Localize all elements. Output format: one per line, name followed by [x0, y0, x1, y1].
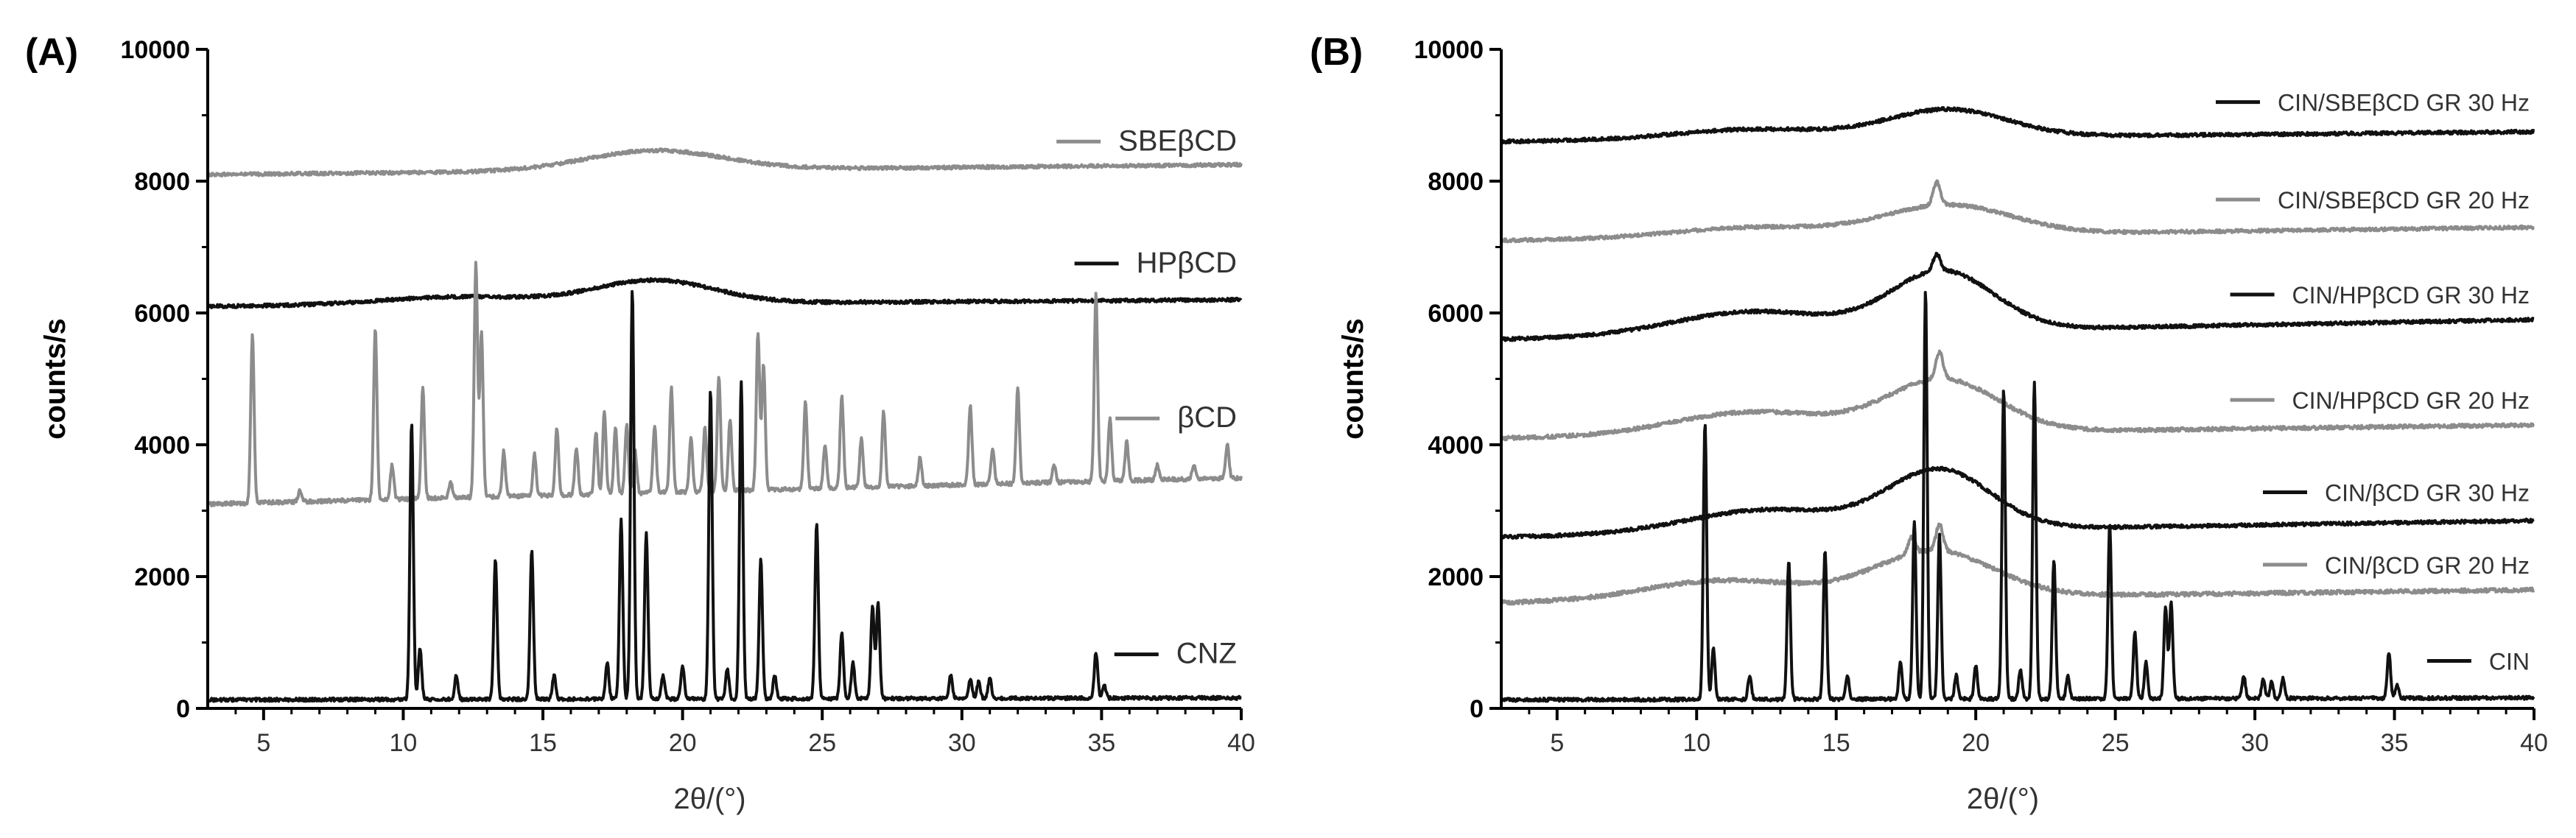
x-tick-label: 10 [390, 729, 418, 757]
series-line-cnz [206, 289, 1243, 703]
y-tick-label: 0 [176, 695, 190, 723]
y-tick-label: 10000 [1414, 36, 1484, 64]
series-line-cin-sbebetacd-gr-30-hz [1500, 106, 2535, 145]
x-tick-label: 15 [1822, 729, 1850, 757]
legend-label-cin-betacd-gr-30-hz: CIN/βCD GR 30 Hz [2325, 479, 2530, 506]
legend-label-cin-hpbetacd-gr-20-hz: CIN/HPβCD GR 20 Hz [2292, 387, 2530, 414]
x-tick-label: 15 [529, 729, 557, 757]
y-tick-label: 8000 [134, 168, 190, 196]
x-tick-label: 35 [2381, 729, 2409, 757]
series-line-cin [1500, 291, 2535, 703]
y-tick-label: 10000 [120, 36, 190, 64]
panel-label: (B) [1310, 31, 1363, 74]
x-axis-title: 2θ/(°) [673, 783, 745, 815]
legend-label-cin-hpbetacd-gr-30-hz: CIN/HPβCD GR 30 Hz [2292, 282, 2530, 309]
x-tick-label: 20 [669, 729, 697, 757]
y-tick-label: 2000 [1428, 563, 1484, 591]
series-line-betacd [206, 261, 1243, 507]
y-tick-label: 8000 [1428, 168, 1484, 196]
x-tick-label: 25 [808, 729, 836, 757]
panel-label: (A) [25, 31, 78, 74]
series-line-cin-betacd-gr-30-hz [1500, 465, 2535, 541]
panel-b: (B) 0 2000 4000 6000 8000 10000 5 10 15 20 25 30 35 40… [1310, 31, 2548, 815]
series-line-cin-hpbetacd-gr-30-hz [1500, 251, 2535, 342]
series-line-sbebetacd [206, 147, 1243, 178]
x-tick-label: 10 [1682, 729, 1710, 757]
legend-label-cin-betacd-gr-20-hz: CIN/βCD GR 20 Hz [2325, 552, 2530, 579]
series-line-hpbetacd [206, 277, 1243, 309]
x-tick-label: 30 [2241, 729, 2269, 757]
legend-label-hpbetacd: HPβCD [1137, 247, 1237, 279]
x-axis-title: 2θ/(°) [1967, 783, 2039, 815]
y-axis-title: counts/s [1337, 318, 1369, 439]
y-tick-label: 6000 [134, 300, 190, 328]
x-tick-label: 5 [256, 729, 270, 757]
x-tick-label: 35 [1087, 729, 1115, 757]
x-tick-label: 40 [2520, 729, 2548, 757]
legend-label-cin-sbebetacd-gr-30-hz: CIN/SBEβCD GR 30 Hz [2278, 90, 2530, 116]
y-axis-title: counts/s [39, 318, 71, 439]
legend-label-sbebetacd: SBEβCD [1118, 124, 1237, 157]
series-line-cin-hpbetacd-gr-20-hz [1500, 349, 2535, 442]
y-tick-label: 6000 [1428, 300, 1484, 328]
legend-label-cnz: CNZ [1176, 638, 1237, 670]
legend-label-cin: CIN [2489, 649, 2530, 675]
x-tick-label: 30 [948, 729, 976, 757]
series-line-cin-betacd-gr-20-hz [1500, 522, 2535, 606]
panel-a: (A) 0 2000 4000 6000 8000 10000 5 10 15 20 25 30 35 40… [25, 31, 1255, 815]
x-tick-label: 25 [2102, 729, 2130, 757]
y-tick-label: 0 [1470, 695, 1484, 723]
series-line-cin-sbebetacd-gr-20-hz [1500, 179, 2535, 244]
x-tick-label: 5 [1550, 729, 1564, 757]
legend-label-cin-sbebetacd-gr-20-hz: CIN/SBEβCD GR 20 Hz [2278, 187, 2530, 214]
y-tick-label: 4000 [134, 432, 190, 460]
y-tick-label: 4000 [1428, 432, 1484, 460]
x-tick-label: 40 [1227, 729, 1255, 757]
legend-label-betacd: βCD [1177, 401, 1237, 434]
x-tick-label: 20 [1962, 729, 1990, 757]
y-tick-label: 2000 [134, 563, 190, 591]
